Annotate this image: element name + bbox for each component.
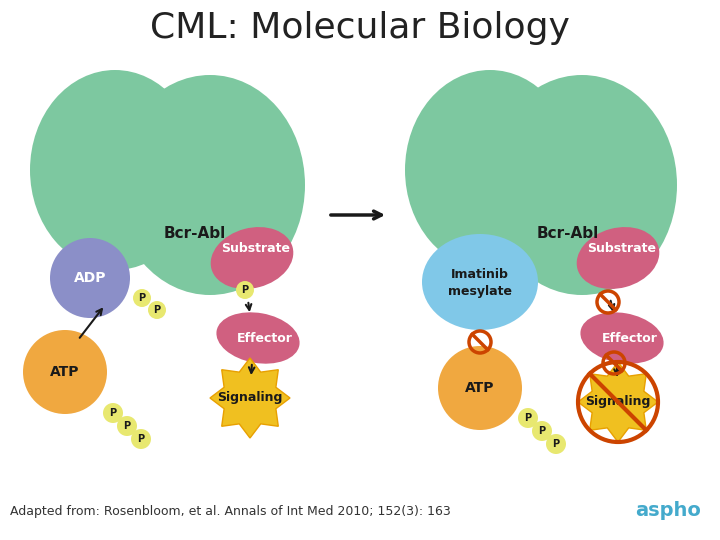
Circle shape [23, 330, 107, 414]
Text: ATP: ATP [465, 381, 495, 395]
Text: ADP: ADP [73, 271, 107, 285]
Text: Substrate: Substrate [222, 241, 290, 254]
Polygon shape [578, 362, 658, 442]
Ellipse shape [422, 234, 538, 330]
Ellipse shape [30, 70, 200, 270]
Circle shape [50, 238, 130, 318]
Text: Adapted from: Rosenbloom, et al. Annals of Int Med 2010; 152(3): 163: Adapted from: Rosenbloom, et al. Annals … [10, 505, 451, 518]
Circle shape [546, 434, 566, 454]
Ellipse shape [211, 227, 293, 289]
Text: aspho: aspho [635, 501, 701, 519]
Text: P: P [539, 426, 546, 436]
Ellipse shape [580, 312, 664, 363]
Circle shape [438, 346, 522, 430]
Text: ATP: ATP [50, 365, 80, 379]
Text: Effector: Effector [237, 332, 293, 345]
Text: Effector: Effector [602, 332, 658, 345]
Text: Signaling: Signaling [217, 392, 283, 404]
Ellipse shape [487, 75, 677, 295]
Circle shape [131, 429, 151, 449]
Text: P: P [524, 413, 531, 423]
Text: P: P [138, 434, 145, 444]
Ellipse shape [115, 75, 305, 295]
Circle shape [518, 408, 538, 428]
Polygon shape [210, 358, 290, 438]
Circle shape [532, 421, 552, 441]
Text: P: P [138, 293, 145, 303]
Circle shape [117, 416, 137, 436]
Text: Substrate: Substrate [588, 241, 657, 254]
Text: CML: Molecular Biology: CML: Molecular Biology [150, 11, 570, 45]
Text: P: P [123, 421, 130, 431]
Circle shape [148, 301, 166, 319]
Text: mesylate: mesylate [448, 285, 512, 298]
Circle shape [103, 403, 123, 423]
Text: Signaling: Signaling [585, 395, 651, 408]
Circle shape [236, 281, 254, 299]
Text: P: P [552, 439, 559, 449]
Ellipse shape [217, 312, 300, 363]
Ellipse shape [405, 70, 575, 270]
Text: P: P [241, 285, 248, 295]
Text: P: P [153, 305, 161, 315]
Text: Imatinib: Imatinib [451, 267, 509, 280]
Ellipse shape [577, 227, 660, 289]
Text: Bcr-Abl: Bcr-Abl [537, 226, 599, 240]
Text: Bcr-Abl: Bcr-Abl [164, 226, 226, 240]
Circle shape [133, 289, 151, 307]
Text: P: P [109, 408, 117, 418]
